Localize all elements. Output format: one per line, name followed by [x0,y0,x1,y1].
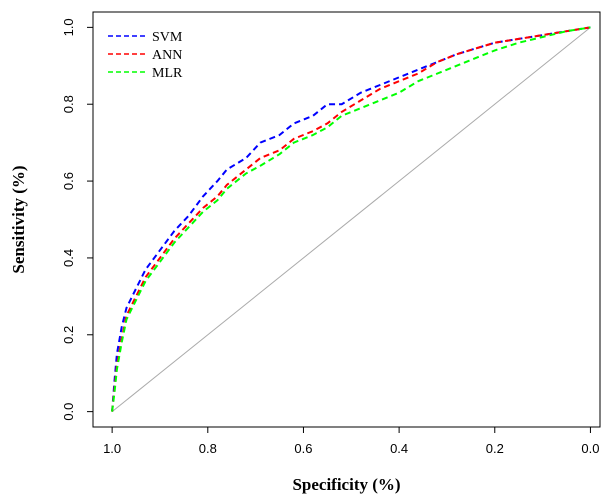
y-tick-label: 1.0 [61,18,76,36]
y-tick-label: 0.4 [61,249,76,267]
x-tick-label: 0.6 [294,441,312,456]
legend-label-mlr: MLR [152,66,183,81]
series-lines [111,26,591,412]
x-tick-label: 0.8 [199,441,217,456]
plot-frame [92,11,601,428]
x-axis-title: Specificity (%) [292,475,400,494]
y-axis-title: Sensitivity (%) [9,165,28,273]
reference-diagonal-line [111,26,591,413]
x-tick-label: 1.0 [103,441,121,456]
legend-label-ann: ANN [152,48,182,63]
x-tick-label: 0.0 [581,441,599,456]
series-line-mlr [111,26,591,412]
reference-line [111,26,591,413]
x-tick-label: 0.4 [390,441,408,456]
legend-label-svm: SVM [152,30,183,45]
legend: SVM ANN MLR [108,30,183,81]
x-axis: 1.0 0.8 0.6 0.4 0.2 0.0 [103,427,599,456]
y-tick-label: 0.6 [61,172,76,190]
series-line-ann [111,26,591,412]
y-tick-label: 0.2 [61,326,76,344]
y-tick-label: 0.8 [61,95,76,113]
y-axis: 0.0 0.2 0.4 0.6 0.8 1.0 [61,18,93,421]
y-tick-label: 0.0 [61,403,76,421]
series-line-svm [111,26,591,412]
x-tick-label: 0.2 [486,441,504,456]
